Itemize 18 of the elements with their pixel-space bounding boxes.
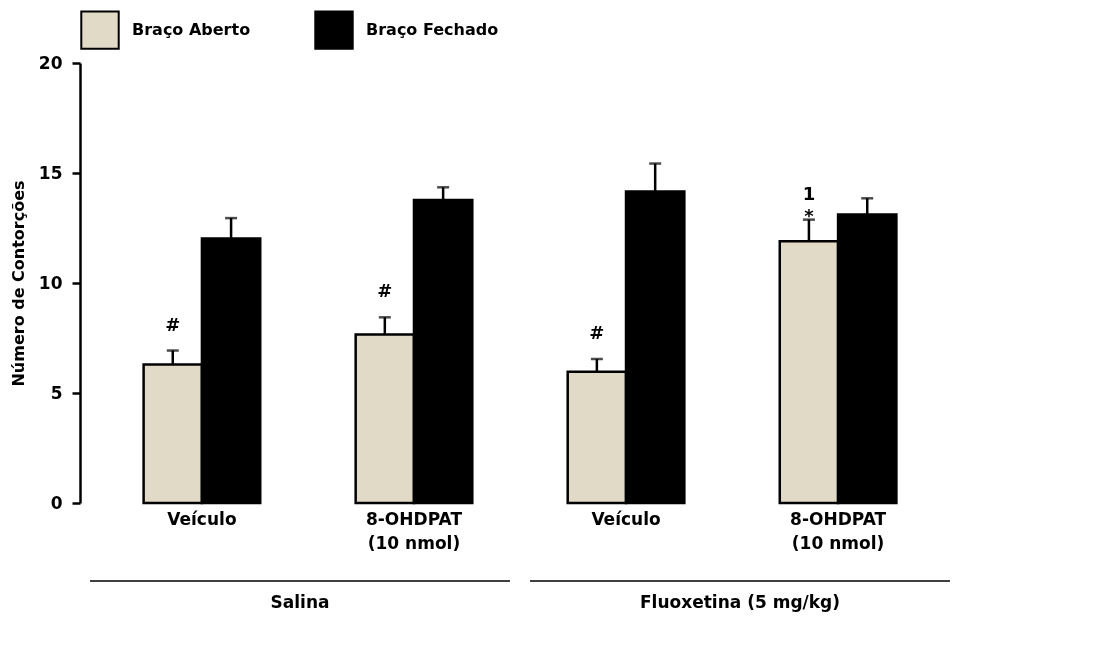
- x-tick-label: 8-OHDPAT (10 nmol): [790, 508, 887, 553]
- text: Fluoxetina (5 mg/kg): [639, 592, 841, 612]
- y-tick-label: 10: [38, 272, 63, 293]
- legend-label: Braço Aberto: [132, 20, 251, 40]
- text: Salina: [270, 592, 330, 612]
- y-tick-label: 15: [38, 162, 63, 183]
- y-tick-label: 20: [38, 52, 63, 73]
- legend-label: Braço Fechado: [366, 20, 499, 40]
- y-tick-label: 5: [50, 382, 63, 403]
- annotation: #: [377, 280, 393, 302]
- annotation: #: [589, 322, 605, 344]
- annotation: 1 *: [802, 182, 816, 226]
- x-tick-label: 8-OHDPAT (10 nmol): [365, 508, 463, 553]
- x-tick-label: Veículo: [591, 508, 661, 529]
- y-axis-title: Número de Contorções: [8, 180, 28, 387]
- x-tick-label: Veículo: [167, 508, 237, 529]
- y-tick-label: 0: [50, 492, 63, 513]
- annotation: #: [165, 313, 181, 335]
